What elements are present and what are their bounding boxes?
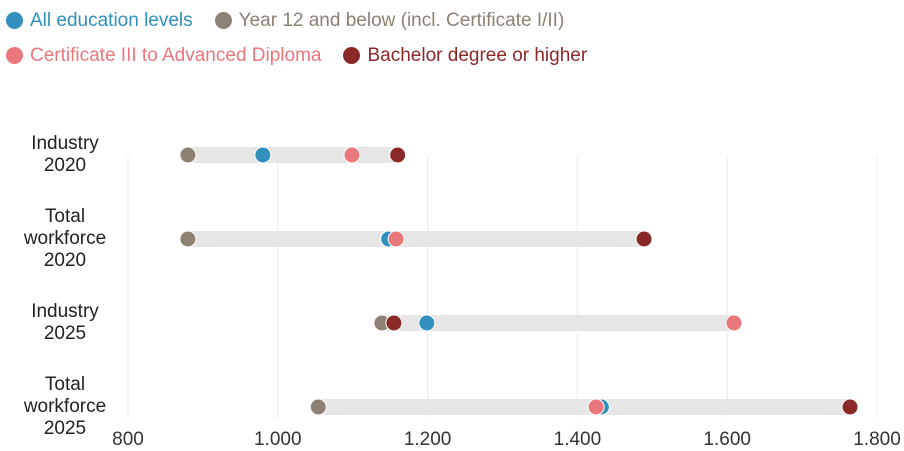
legend-item: Year 12 and below (incl. Certificate I/I… [214, 8, 565, 33]
x-tick-label: 1.800 [853, 429, 901, 450]
legend-item: Bachelor degree or higher [343, 43, 587, 68]
legend-swatch [6, 47, 23, 64]
legend-label: Bachelor degree or higher [367, 45, 588, 66]
dot [418, 314, 436, 332]
x-tick-label: 800 [112, 429, 144, 450]
legend-label: Certificate III to Advanced Diploma [30, 45, 322, 66]
dot [179, 230, 197, 248]
dot [635, 230, 653, 248]
dot [389, 146, 407, 164]
legend-item: All education levels [6, 8, 193, 33]
x-tick-label: 1.400 [554, 429, 602, 450]
dot [387, 230, 405, 248]
legend-swatch [214, 12, 232, 29]
dot [343, 146, 361, 164]
x-tick-label: 1.000 [254, 429, 302, 450]
dot [841, 398, 859, 416]
dot [254, 146, 272, 164]
legend-label: All education levels [30, 10, 193, 31]
range-bar [381, 315, 734, 331]
category-label: Total workforce 2025 [23, 374, 107, 439]
category-label: Industry 2020 [31, 133, 99, 176]
category-label: Total workforce 2020 [23, 206, 107, 271]
legend-item: Certificate III to Advanced Diploma [6, 43, 321, 68]
legend-swatch [6, 12, 23, 29]
range-bar [187, 231, 645, 247]
range-bar [318, 399, 851, 415]
legend-swatch [343, 47, 361, 64]
legend: All education levels Year 12 and below (i… [6, 8, 706, 68]
legend-label: Year 12 and below (incl. Certificate I/I… [238, 10, 565, 31]
dot [179, 146, 197, 164]
range-bar [187, 147, 398, 163]
dot [309, 398, 327, 416]
dot [587, 398, 605, 416]
x-tick-label: 1.200 [404, 429, 452, 450]
category-label: Industry 2025 [31, 301, 99, 344]
dot [385, 314, 403, 332]
x-tick-label: 1.600 [703, 429, 751, 450]
dot [725, 314, 743, 332]
